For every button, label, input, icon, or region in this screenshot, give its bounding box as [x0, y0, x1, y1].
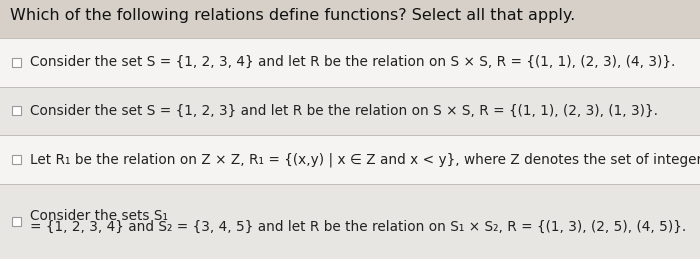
Bar — [12, 106, 21, 116]
Bar — [0, 135, 700, 184]
Text: = {1, 2, 3, 4} and S₂ = {3, 4, 5} and let R be the relation on S₁ × S₂, R = {(1,: = {1, 2, 3, 4} and S₂ = {3, 4, 5} and le… — [30, 220, 686, 234]
Bar — [0, 38, 700, 87]
Bar — [12, 58, 21, 67]
Bar — [0, 184, 700, 259]
Bar — [0, 87, 700, 135]
Text: Consider the set S = {1, 2, 3, 4} and let R be the relation on S × S, R = {(1, 1: Consider the set S = {1, 2, 3, 4} and le… — [30, 55, 676, 69]
Text: Let R₁ be the relation on Z × Z, R₁ = {(x,y) | x ∈ Z and x < y}, where Z denotes: Let R₁ be the relation on Z × Z, R₁ = {(… — [30, 152, 700, 167]
Bar — [12, 217, 21, 226]
Bar — [12, 155, 21, 164]
Text: Which of the following relations define functions? Select all that apply.: Which of the following relations define … — [10, 8, 575, 23]
Text: Consider the sets S₁: Consider the sets S₁ — [30, 209, 168, 223]
Text: Consider the set S = {1, 2, 3} and let R be the relation on S × S, R = {(1, 1), : Consider the set S = {1, 2, 3} and let R… — [30, 104, 658, 118]
